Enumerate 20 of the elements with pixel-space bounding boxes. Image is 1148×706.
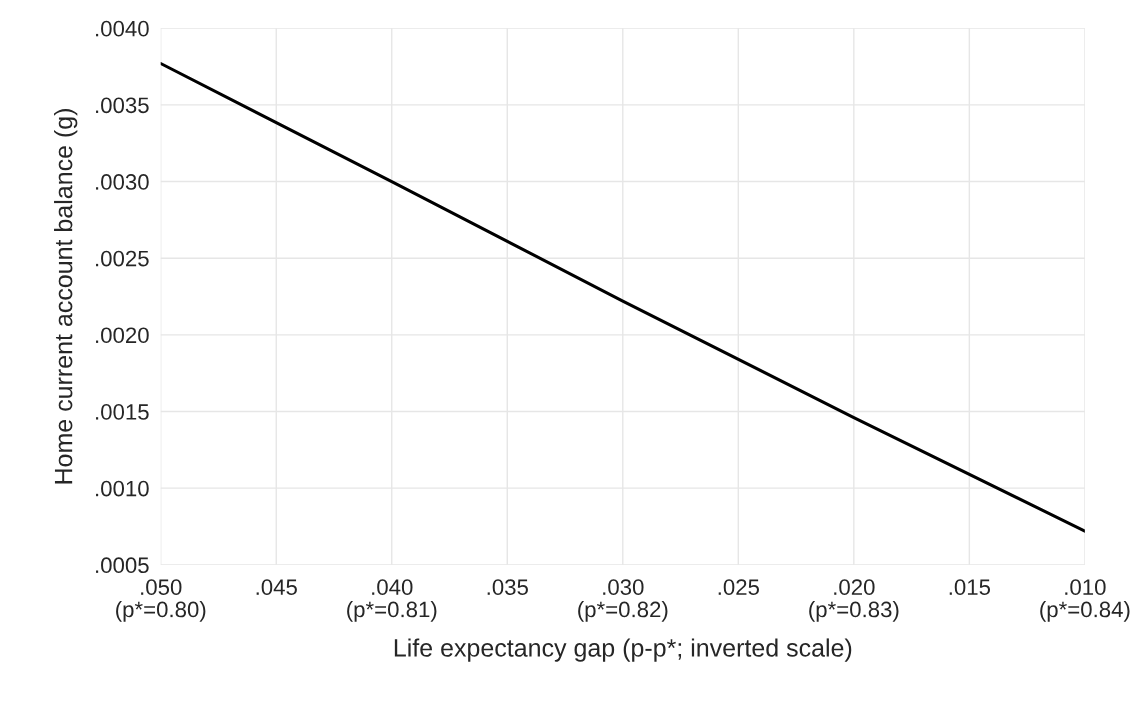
y-tick-label: .0005 — [96, 557, 149, 574]
x-tick-label: .010 (p*=0.84) — [1040, 579, 1130, 622]
y-tick-label: .0020 — [96, 327, 149, 344]
x-tick-label: .050 (p*=0.80) — [116, 579, 206, 622]
x-tick-label: .015 — [949, 579, 991, 596]
x-tick-label: .040 (p*=0.81) — [347, 579, 437, 622]
y-tick-label: .0015 — [96, 404, 149, 420]
x-tick-label: .035 — [487, 579, 528, 596]
line-series — [160, 61, 1085, 533]
x-tick-label: .025 — [718, 579, 759, 596]
x-tick-label: .030 (p*=0.82) — [578, 579, 668, 622]
y-axis-title: Home current account balance (g) — [54, 109, 78, 484]
y-tick-label: .0010 — [96, 480, 149, 497]
y-tick-label: .0030 — [96, 174, 149, 190]
y-tick-label: .0035 — [96, 97, 149, 114]
x-tick-label: .045 — [256, 579, 297, 596]
y-tick-label: .0040 — [96, 20, 149, 37]
y-tick-label: .0025 — [96, 250, 149, 267]
x-tick-label: .020 (p*=0.83) — [809, 579, 899, 622]
x-axis-title: Life expectancy gap (p-p*; inverted scale) — [394, 638, 852, 662]
